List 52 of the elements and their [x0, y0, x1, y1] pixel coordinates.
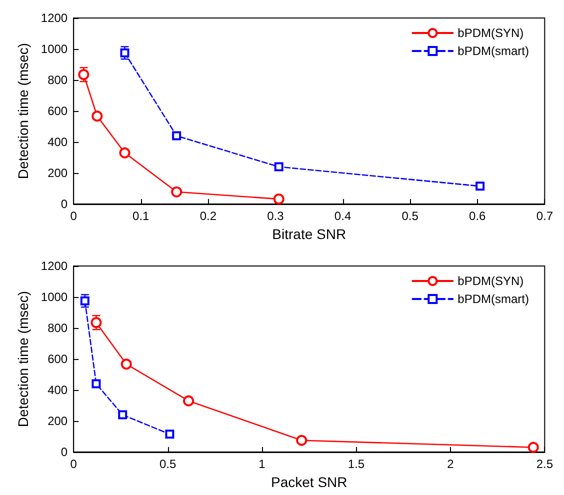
- point: [120, 48, 130, 58]
- point: [92, 110, 103, 122]
- y-tick-label: 1200: [40, 259, 68, 273]
- point: [528, 442, 539, 453]
- x-tick-label: 2.5: [536, 457, 554, 471]
- point: [92, 379, 101, 388]
- x-tick-label: 0.6: [469, 209, 486, 223]
- legend-label: bPDM(smart): [458, 44, 530, 58]
- x-tick-label: 0.2: [200, 209, 217, 223]
- y-tick-label: 600: [48, 104, 68, 118]
- y-axis-title: Detection time (msec): [15, 42, 31, 180]
- point: [274, 162, 284, 172]
- point: [171, 186, 182, 198]
- y-axis-title: Detection time (msec): [15, 290, 31, 428]
- y-tick-label: 1000: [40, 290, 68, 304]
- y-tick-label: 1000: [40, 42, 68, 56]
- x-tick-label: 0.7: [536, 209, 554, 223]
- x-tick-label: 0: [70, 209, 78, 223]
- x-axis-title: Packet SNR: [271, 474, 348, 490]
- point: [80, 296, 90, 306]
- x-tick-label: 0.5: [402, 209, 419, 223]
- x-tick-label: 1.5: [348, 457, 365, 471]
- y-tick-label: 0: [60, 197, 68, 211]
- legend-label: bPDM(smart): [458, 292, 530, 306]
- x-tick-label: 1: [258, 457, 266, 471]
- x-tick-label: 0: [70, 457, 78, 471]
- y-tick-label: 800: [48, 73, 68, 87]
- y-tick-label: 1200: [40, 11, 68, 25]
- y-tick-label: 400: [48, 135, 68, 149]
- x-tick-label: 0.4: [334, 209, 352, 223]
- point: [273, 194, 284, 205]
- y-tick-label: 600: [48, 352, 68, 366]
- point: [476, 182, 485, 191]
- y-tick-label: 800: [48, 321, 68, 335]
- point: [119, 147, 130, 158]
- y-tick-label: 200: [48, 414, 68, 428]
- x-axis-title: Bitrate SNR: [272, 226, 346, 242]
- y-tick-label: 400: [48, 383, 68, 397]
- point: [120, 358, 132, 370]
- point: [183, 395, 194, 406]
- x-tick-label: 0.3: [267, 209, 284, 223]
- legend-label: bPDM(SYN): [458, 26, 524, 40]
- x-tick-label: 2: [447, 457, 454, 471]
- point: [172, 131, 182, 140]
- y-tick-label: 0: [60, 445, 68, 459]
- point: [296, 434, 308, 446]
- x-tick-label: 0.1: [132, 209, 150, 223]
- point: [165, 430, 174, 439]
- y-tick-label: 200: [48, 166, 68, 180]
- x-tick-label: 0.5: [159, 457, 176, 471]
- point: [118, 410, 128, 420]
- legend-label: bPDM(SYN): [458, 274, 524, 288]
